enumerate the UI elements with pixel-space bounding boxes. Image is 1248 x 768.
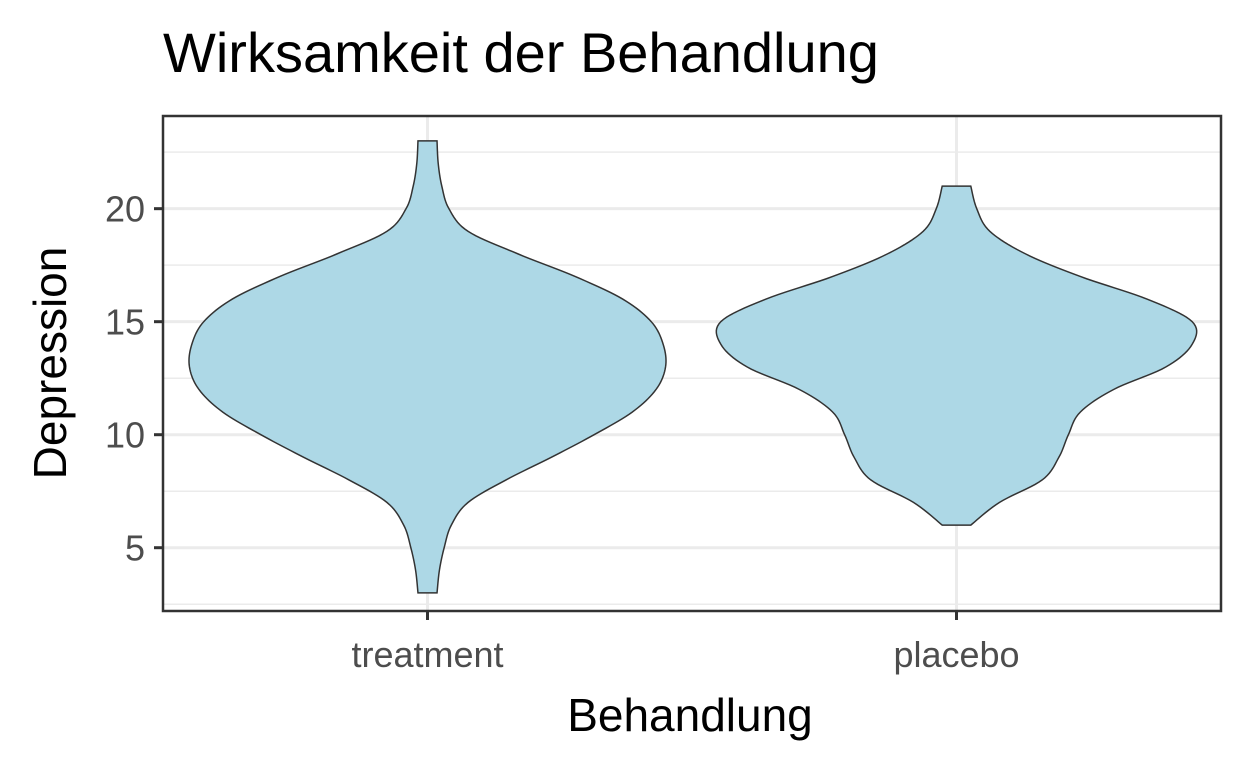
y-tick-label-10: 10: [105, 415, 145, 456]
x-tick-label-treatment: treatment: [351, 634, 503, 675]
chart-title: Wirksamkeit der Behandlung: [163, 21, 879, 84]
panel-border: [161, 114, 1223, 613]
violin-treatment: [188, 140, 667, 594]
y-tick-label-15: 15: [105, 302, 145, 343]
y-axis: 5 10 15 20: [105, 189, 163, 569]
violin-placebo: [715, 185, 1198, 526]
y-axis-title: Depression: [24, 247, 76, 480]
violins: [188, 140, 1198, 594]
y-tick-label-5: 5: [125, 528, 145, 569]
x-tick-label-placebo: placebo: [893, 634, 1019, 675]
x-axis: treatment placebo: [351, 611, 1020, 675]
x-axis-title: Behandlung: [567, 689, 813, 741]
y-tick-label-20: 20: [105, 189, 145, 230]
